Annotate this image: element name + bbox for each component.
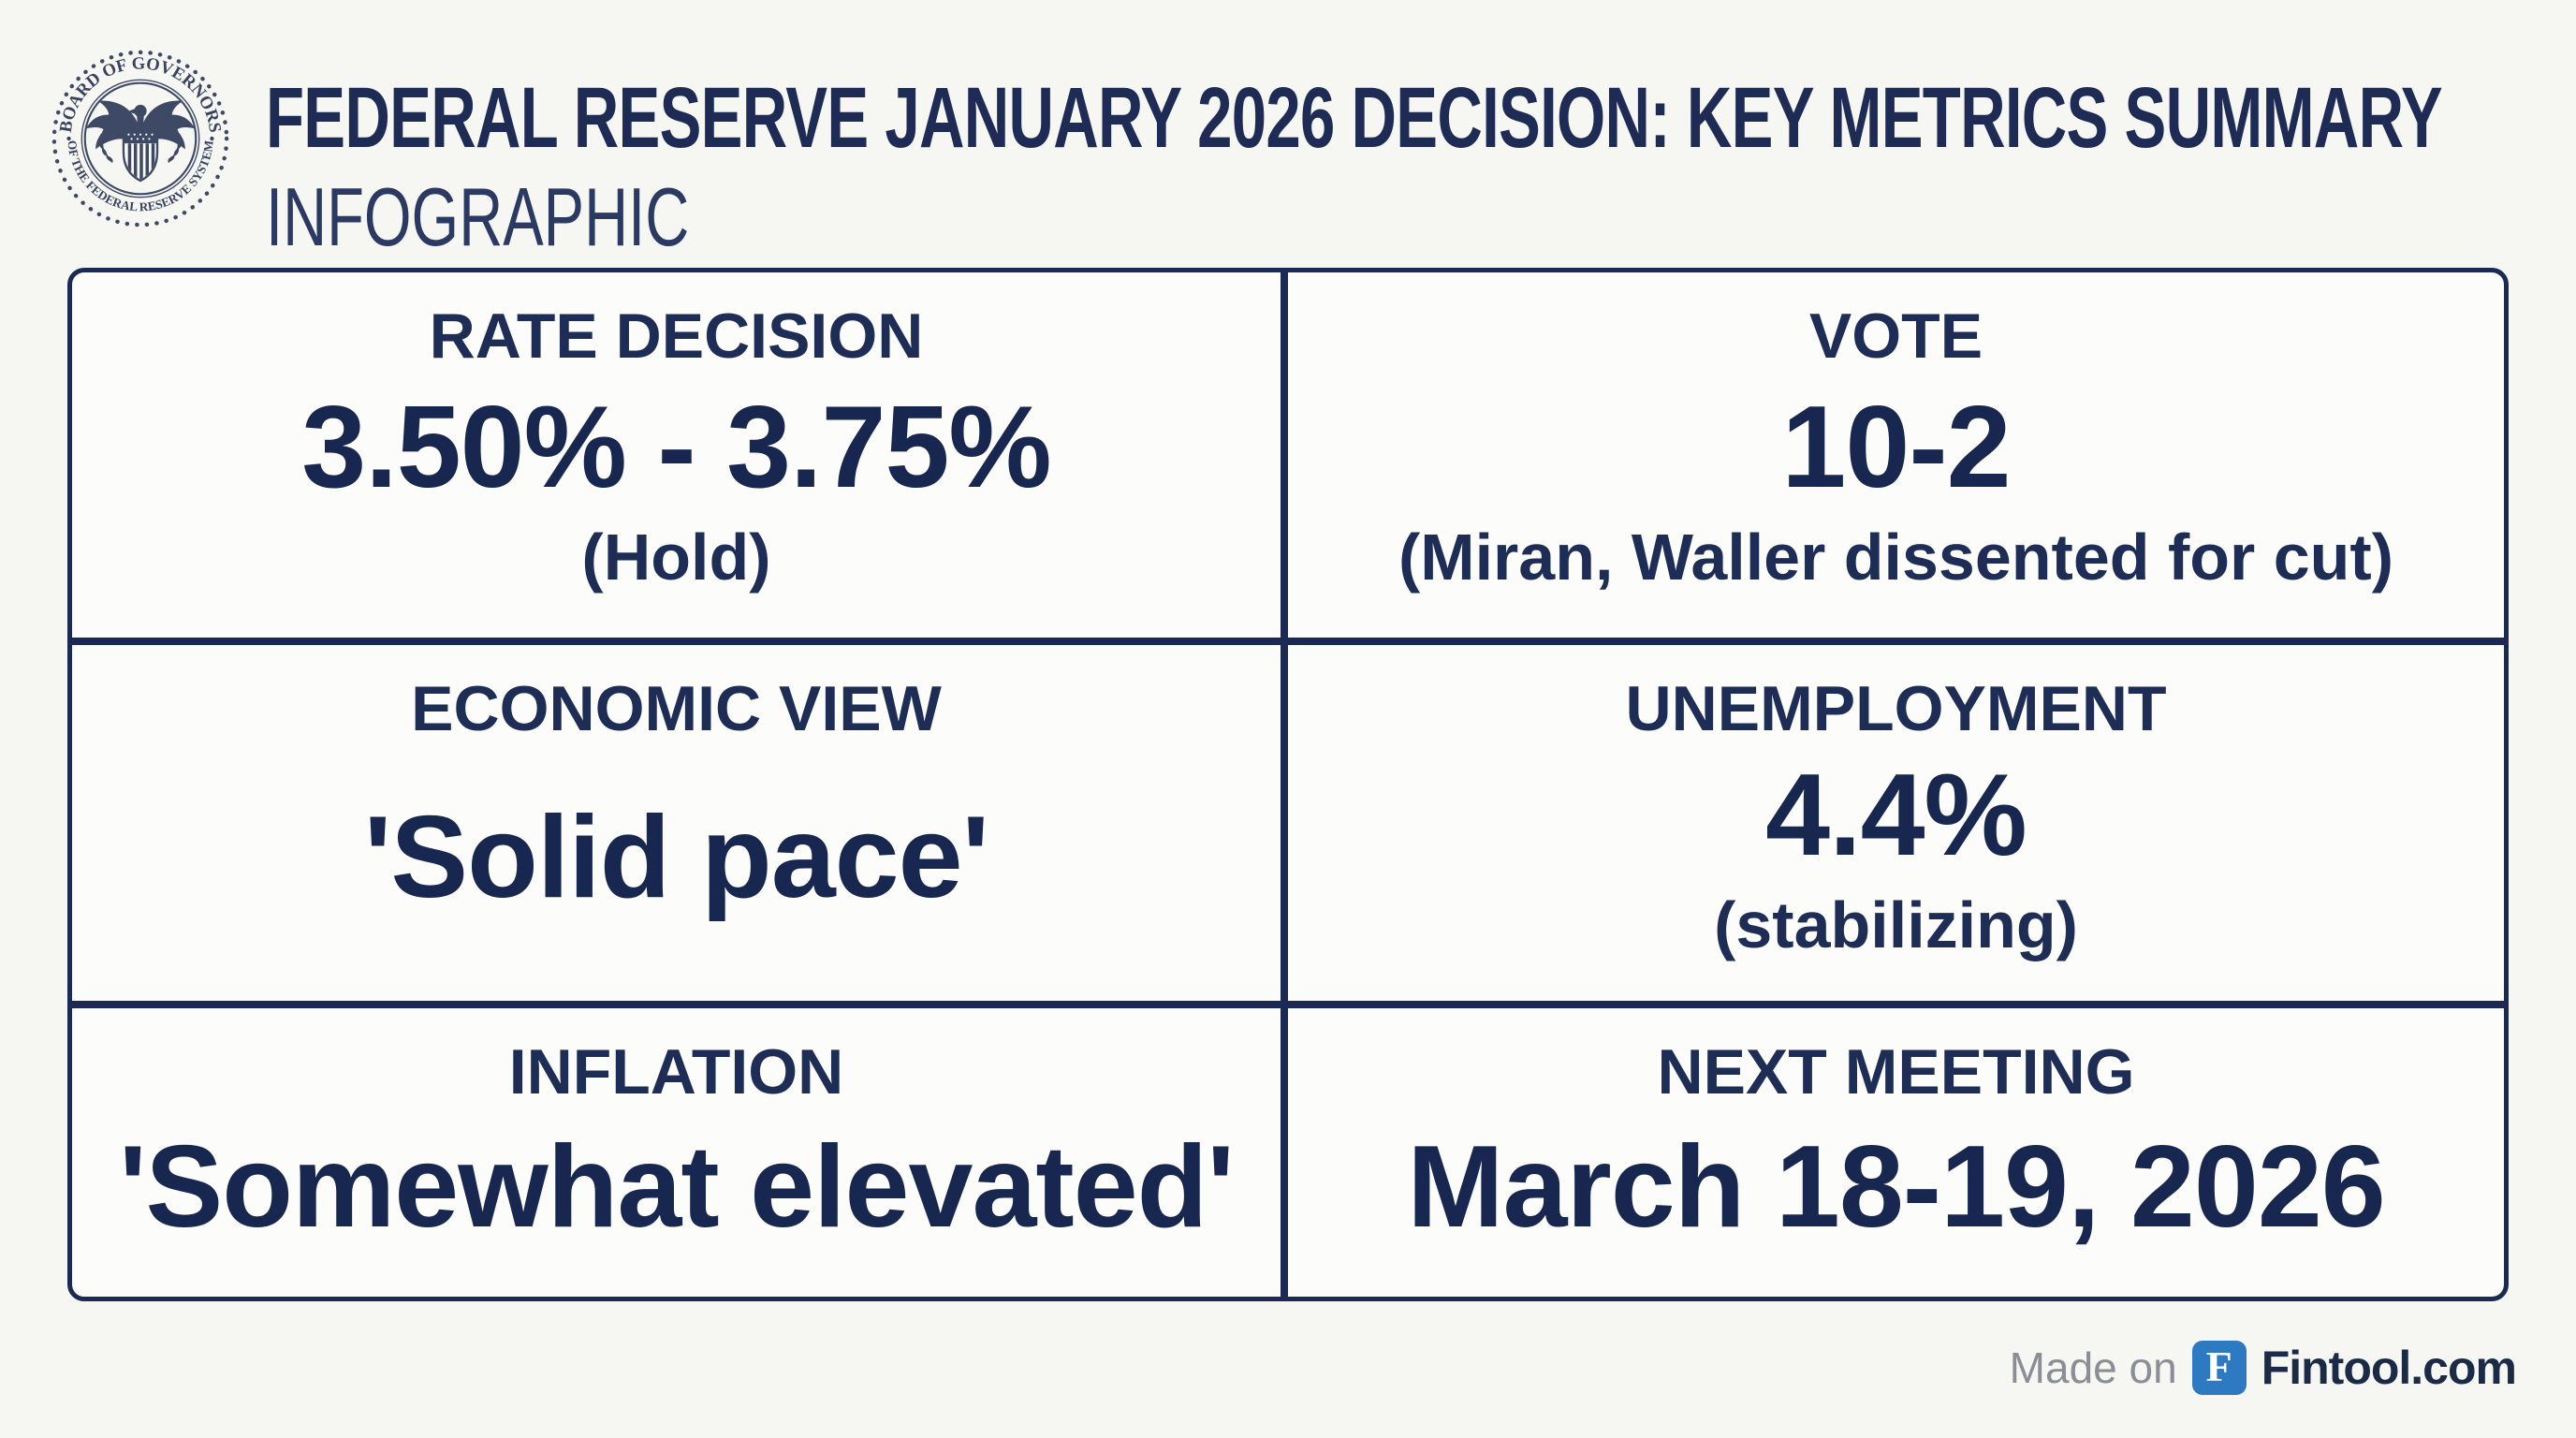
cell-value: March 18-19, 2026	[1407, 1122, 2386, 1252]
cell-note: (Hold)	[581, 520, 771, 594]
page-subtitle: INFOGRAPHIC	[266, 170, 690, 263]
footer-attribution: Made on F Fintool.com	[2009, 1341, 2517, 1395]
page-title: FEDERAL RESERVE JANUARY 2026 DECISION: K…	[266, 70, 2443, 166]
cell-vote: VOTE 10-2 (Miran, Waller dissented for c…	[1288, 272, 2504, 645]
cell-value: 10-2	[1781, 382, 2011, 512]
cell-next-meeting: NEXT MEETING March 18-19, 2026	[1288, 1008, 2504, 1297]
cell-label: VOTE	[1808, 301, 1983, 372]
fintool-brand-name: Fintool.com	[2261, 1342, 2517, 1394]
seal-eagle-icon	[85, 100, 196, 183]
made-on-label: Made on	[2009, 1343, 2177, 1392]
cell-value: 'Solid pace'	[363, 792, 989, 922]
cell-value: 'Somewhat elevated'	[119, 1122, 1235, 1252]
cell-label: INFLATION	[508, 1035, 844, 1108]
cell-unemployment: UNEMPLOYMENT 4.4% (stabilizing)	[1288, 645, 2504, 1008]
cell-economic-view: ECONOMIC VIEW 'Solid pace'	[72, 644, 1288, 1008]
cell-rate-decision: RATE DECISION 3.50% - 3.75% (Hold)	[72, 272, 1288, 645]
cell-note: (stabilizing)	[1714, 888, 2078, 961]
federal-reserve-seal-icon: BOARD OF GOVERNORS OF THE FEDERAL RESERV…	[51, 50, 229, 227]
seal-dotted-ring	[51, 50, 229, 227]
fintool-logo-icon: F	[2191, 1341, 2247, 1395]
cell-label: ECONOMIC VIEW	[411, 672, 942, 744]
cell-label: NEXT MEETING	[1657, 1035, 2135, 1108]
cell-note: (Miran, Waller dissented for cut)	[1398, 520, 2394, 594]
cell-value: 3.50% - 3.75%	[301, 382, 1051, 512]
cell-inflation: INFLATION 'Somewhat elevated'	[72, 1007, 1288, 1297]
cell-label: UNEMPLOYMENT	[1625, 672, 2167, 744]
header: FEDERAL RESERVE JANUARY 2026 DECISION: K…	[266, 75, 2576, 258]
cell-label: RATE DECISION	[429, 301, 924, 372]
fintool-f-letter: F	[2205, 1343, 2232, 1390]
cell-value: 4.4%	[1765, 750, 2027, 880]
key-metrics-table: RATE DECISION 3.50% - 3.75% (Hold) VOTE …	[67, 268, 2509, 1301]
